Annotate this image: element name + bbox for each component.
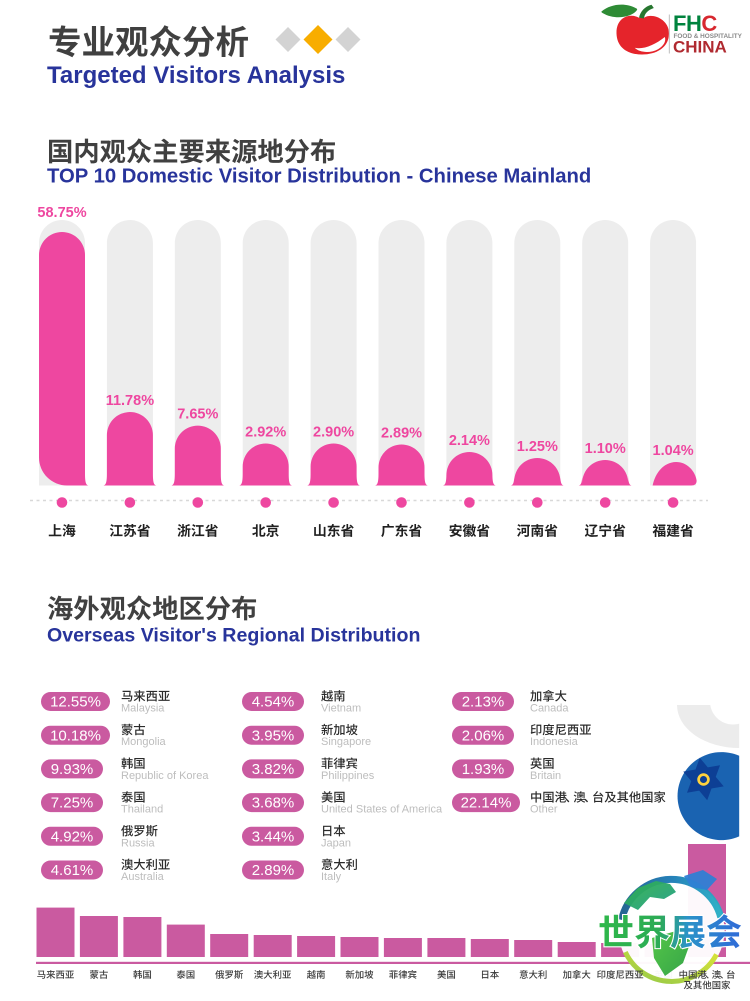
svg-text:1.93%: 1.93% <box>462 761 505 778</box>
svg-text:Italy: Italy <box>321 871 342 883</box>
svg-text:Republic of Korea: Republic of Korea <box>121 770 209 782</box>
svg-text:4.54%: 4.54% <box>252 694 295 711</box>
svg-text:22.14%: 22.14% <box>461 795 512 812</box>
svg-text:2.92%: 2.92% <box>245 425 286 441</box>
svg-text:Indonesia: Indonesia <box>530 736 579 748</box>
svg-text:9.93%: 9.93% <box>51 761 94 778</box>
svg-text:Japan: Japan <box>321 837 351 849</box>
svg-text:3.68%: 3.68% <box>252 795 295 812</box>
svg-text:Australia: Australia <box>121 871 165 883</box>
svg-text:1.25%: 1.25% <box>517 439 558 455</box>
svg-text:3.82%: 3.82% <box>252 761 295 778</box>
svg-text:Other: Other <box>530 804 558 816</box>
svg-text:Vietnam: Vietnam <box>321 703 361 715</box>
svg-text:FOOD & HOSPITALITY: FOOD & HOSPITALITY <box>674 33 743 40</box>
svg-text:11.78%: 11.78% <box>106 393 154 409</box>
svg-text:TOP 10 Domestic Visitor Distri: TOP 10 Domestic Visitor Distribution - C… <box>47 166 591 188</box>
svg-text:4.61%: 4.61% <box>51 862 94 879</box>
svg-text:United States of America: United States of America <box>321 804 443 816</box>
svg-text:2.06%: 2.06% <box>462 727 505 744</box>
svg-text:Overseas Visitor's Regional Di: Overseas Visitor's Regional Distribution <box>47 625 420 647</box>
svg-text:CHINA: CHINA <box>673 38 727 57</box>
svg-text:3.44%: 3.44% <box>252 828 295 845</box>
svg-text:Malaysia: Malaysia <box>121 703 165 715</box>
svg-text:10.18%: 10.18% <box>50 727 101 744</box>
svg-text:1.04%: 1.04% <box>653 443 694 459</box>
svg-text:12.55%: 12.55% <box>50 694 101 711</box>
svg-text:Mongolia: Mongolia <box>121 736 167 748</box>
svg-text:Russia: Russia <box>121 837 156 849</box>
svg-text:58.75%: 58.75% <box>37 205 86 221</box>
svg-text:3.95%: 3.95% <box>252 727 295 744</box>
svg-text:4.92%: 4.92% <box>51 828 94 845</box>
svg-text:Thailand: Thailand <box>121 804 163 816</box>
svg-text:Singapore: Singapore <box>321 736 371 748</box>
svg-text:7.65%: 7.65% <box>177 407 218 423</box>
svg-text:Britain: Britain <box>530 770 561 782</box>
svg-text:Targeted Visitors Analysis: Targeted Visitors Analysis <box>47 62 345 89</box>
svg-text:Philippines: Philippines <box>321 770 375 782</box>
svg-text:2.14%: 2.14% <box>449 433 490 449</box>
svg-text:2.89%: 2.89% <box>252 862 295 879</box>
svg-text:7.25%: 7.25% <box>51 795 94 812</box>
svg-text:Canada: Canada <box>530 703 569 715</box>
svg-text:2.90%: 2.90% <box>313 425 354 441</box>
svg-text:1.10%: 1.10% <box>585 441 626 457</box>
svg-text:FHC: FHC <box>673 11 717 36</box>
svg-text:2.13%: 2.13% <box>462 694 505 711</box>
svg-text:2.89%: 2.89% <box>381 426 422 442</box>
